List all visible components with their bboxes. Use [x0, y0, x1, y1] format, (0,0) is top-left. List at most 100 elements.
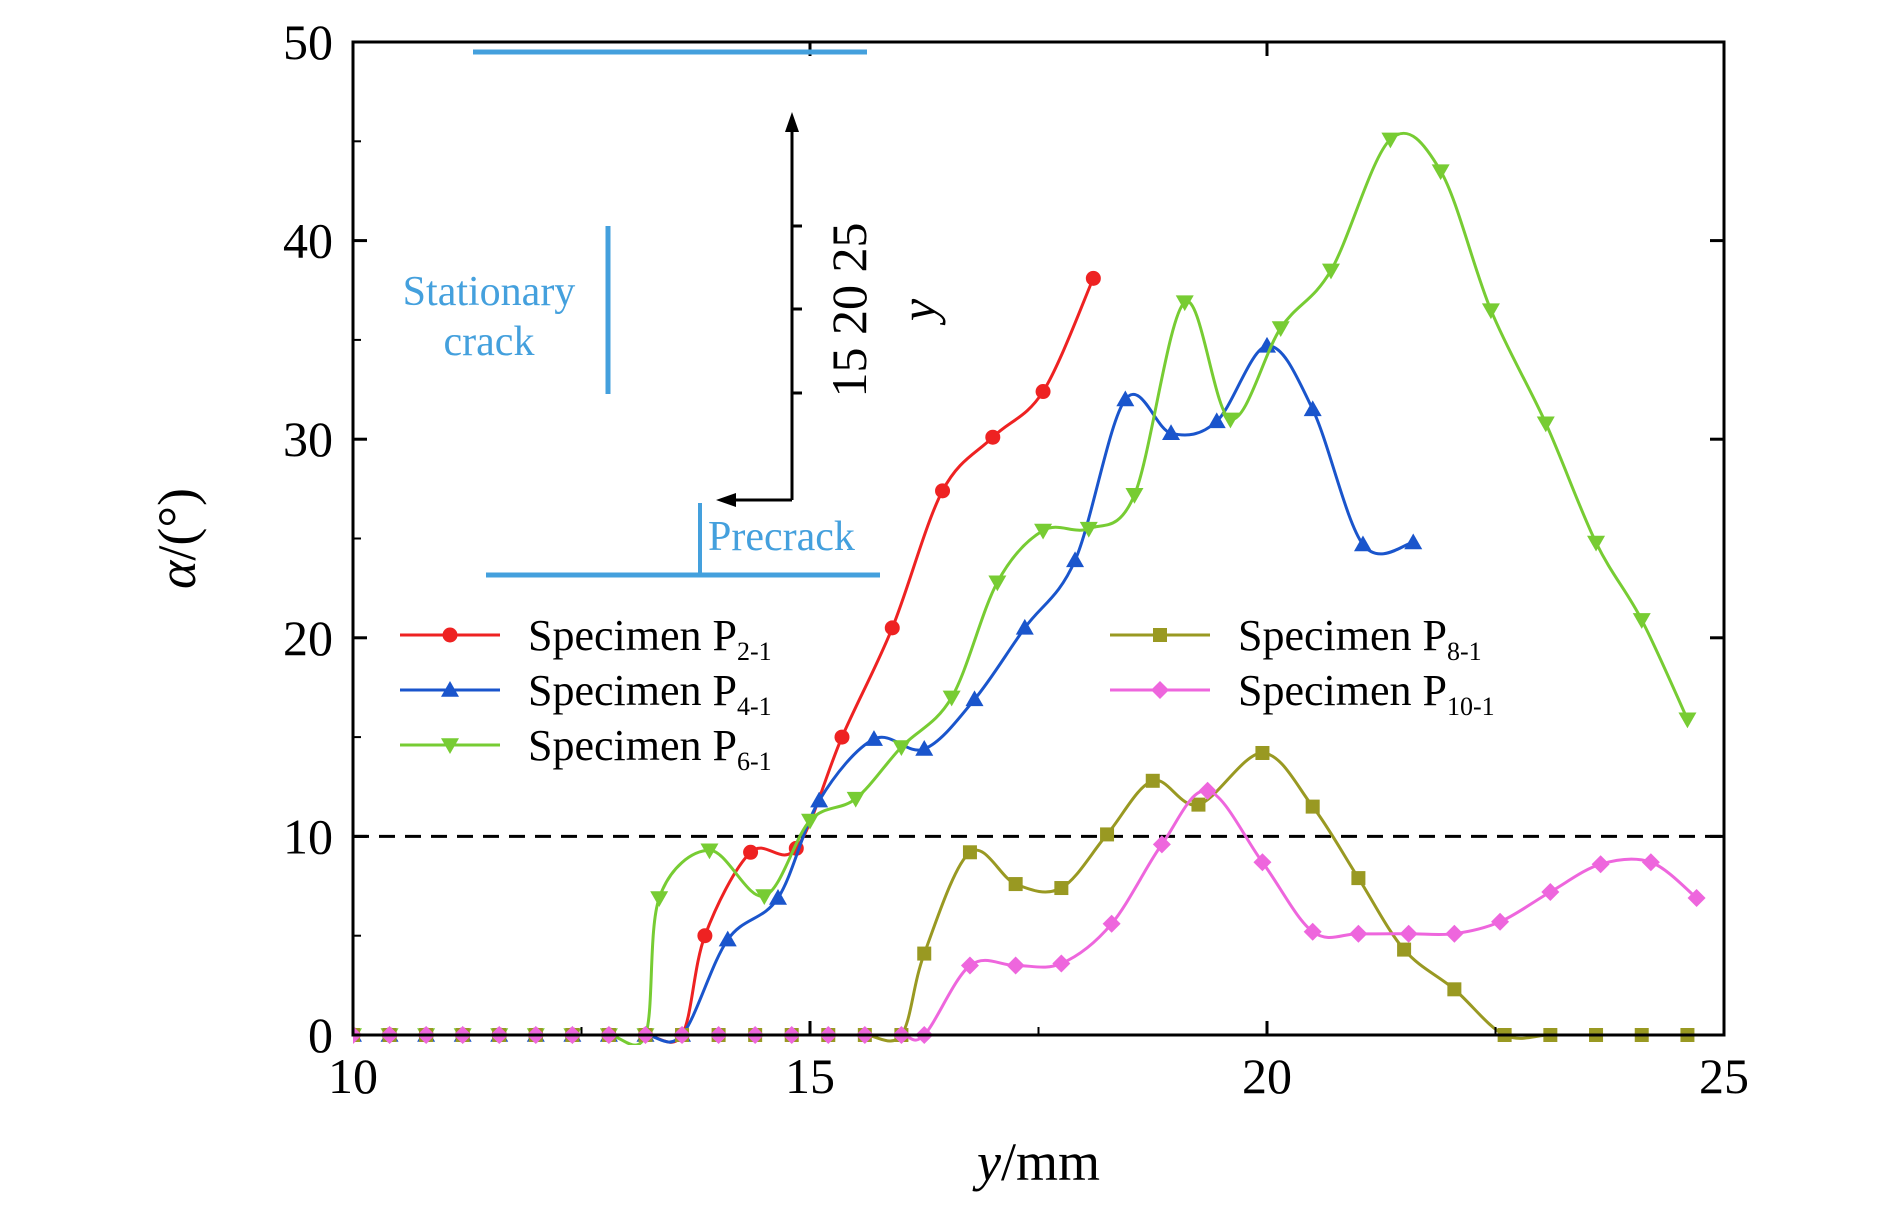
legend-label: Specimen P10-1	[1238, 666, 1495, 721]
inset-tick-labels: 15 20 25	[821, 223, 877, 398]
data-point-10-1-22	[1198, 781, 1217, 800]
data-point-2-1-13	[834, 729, 850, 745]
data-point-6-1-11	[755, 889, 774, 905]
y-tick-label: 20	[283, 610, 333, 666]
data-point-6-1-15	[942, 690, 961, 707]
data-point-10-1-20	[1102, 914, 1121, 933]
data-point-6-1-22	[1271, 321, 1290, 337]
data-point-6-1-23	[1321, 263, 1340, 280]
data-point-6-1-12	[801, 813, 819, 830]
y-tick-label: 30	[283, 411, 333, 467]
legend-marker	[1151, 681, 1169, 699]
x-tick-label: 15	[785, 1048, 835, 1104]
data-point-6-1-18	[1079, 521, 1098, 538]
data-point-8-1-25	[1351, 871, 1366, 886]
data-point-6-1-9	[650, 891, 669, 907]
inset-x-arrowhead	[716, 493, 736, 507]
data-point-10-1-24	[1303, 922, 1322, 941]
data-point-2-1-14	[884, 620, 900, 636]
data-point-6-1-29	[1632, 613, 1651, 629]
data-point-8-1-27	[1447, 982, 1462, 997]
data-point-8-1-24	[1305, 799, 1320, 814]
data-point-10-1-23	[1253, 853, 1272, 872]
series-line-2-1	[353, 277, 1095, 1044]
data-point-4-1-19	[1162, 424, 1181, 440]
x-tick-label: 10	[328, 1048, 378, 1104]
y-tick-label: 50	[283, 14, 333, 70]
data-point-10-1-28	[1491, 912, 1510, 931]
data-point-10-1-19	[1052, 954, 1071, 973]
data-point-8-1-20	[1100, 827, 1115, 842]
data-point-4-1-22	[1303, 400, 1322, 417]
y-tick-label: 10	[283, 808, 333, 864]
data-point-8-1-26	[1397, 942, 1412, 957]
data-point-2-1-17	[1035, 384, 1051, 400]
data-point-4-1-10	[718, 930, 737, 947]
data-point-6-1-28	[1587, 535, 1606, 552]
data-point-8-1-22	[1191, 797, 1206, 812]
inset-axis-label: y	[890, 298, 946, 326]
legend-item-2-1: Specimen P2-1	[400, 611, 772, 666]
data-point-2-1-10	[697, 928, 713, 944]
data-point-8-1-16	[917, 946, 932, 961]
data-point-4-1-16	[1015, 618, 1034, 635]
data-point-6-1-20	[1175, 295, 1194, 312]
data-point-10-1-32	[1687, 888, 1706, 907]
data-point-10-1-27	[1445, 924, 1464, 943]
legend-marker	[441, 681, 459, 697]
data-point-10-1-18	[1006, 956, 1025, 975]
legend-label: Specimen P8-1	[1238, 611, 1482, 666]
data-point-8-1-18	[1008, 877, 1023, 892]
data-point-10-1-21	[1152, 835, 1171, 854]
data-point-6-1-13	[846, 791, 865, 808]
data-point-6-1-19	[1125, 488, 1144, 504]
data-point-6-1-17	[1034, 523, 1053, 540]
data-point-6-1-16	[988, 575, 1007, 592]
data-point-4-1-18	[1116, 390, 1135, 407]
data-point-10-1-25	[1349, 924, 1368, 943]
legend-label: Specimen P4-1	[528, 666, 772, 721]
data-point-6-1-25	[1431, 164, 1450, 181]
data-point-2-1-11	[743, 844, 759, 860]
data-point-4-1-23	[1353, 535, 1372, 552]
y-tick-label: 40	[283, 213, 333, 269]
data-point-10-1-29	[1541, 883, 1560, 902]
y-tick-label: 0	[308, 1007, 333, 1063]
series-line-10-1	[353, 789, 1698, 1042]
data-point-8-1-17	[962, 845, 977, 860]
data-point-6-1-30	[1678, 712, 1697, 729]
legend-label: Specimen P6-1	[528, 721, 772, 776]
y-axis-label: α/(°)	[147, 488, 207, 589]
x-axis-label: y/mm	[972, 1132, 1100, 1192]
stationary-crack-label: Stationary crack	[403, 269, 576, 365]
legend-marker	[1153, 628, 1167, 642]
data-point-4-1-20	[1207, 412, 1226, 429]
data-point-10-1-31	[1641, 853, 1660, 872]
data-point-4-1-14	[915, 740, 934, 756]
data-point-6-1-26	[1481, 303, 1500, 320]
precrack-label: Precrack	[708, 514, 855, 560]
legend-marker	[442, 627, 458, 643]
data-point-4-1-17	[1066, 551, 1085, 568]
series-line-8-1	[353, 751, 1688, 1043]
data-point-2-1-18	[1085, 270, 1101, 286]
x-tick-label: 20	[1242, 1048, 1292, 1104]
data-point-4-1-13	[864, 730, 883, 746]
data-point-2-1-15	[935, 483, 951, 499]
series-10-1	[353, 781, 1706, 1044]
legend-label: Specimen P2-1	[528, 611, 772, 666]
data-point-8-1-23	[1255, 745, 1270, 760]
data-point-4-1-15	[965, 690, 984, 707]
data-point-2-1-16	[985, 429, 1001, 445]
legend-item-10-1: Specimen P10-1	[1110, 666, 1495, 721]
legend-item-6-1: Specimen P6-1	[400, 721, 772, 776]
data-point-6-1-21	[1221, 412, 1240, 429]
data-point-6-1-27	[1536, 416, 1555, 433]
data-point-10-1-26	[1399, 924, 1418, 943]
data-point-10-1-17	[960, 956, 979, 975]
data-point-6-1-24	[1381, 132, 1400, 149]
data-point-8-1-21	[1145, 773, 1160, 788]
